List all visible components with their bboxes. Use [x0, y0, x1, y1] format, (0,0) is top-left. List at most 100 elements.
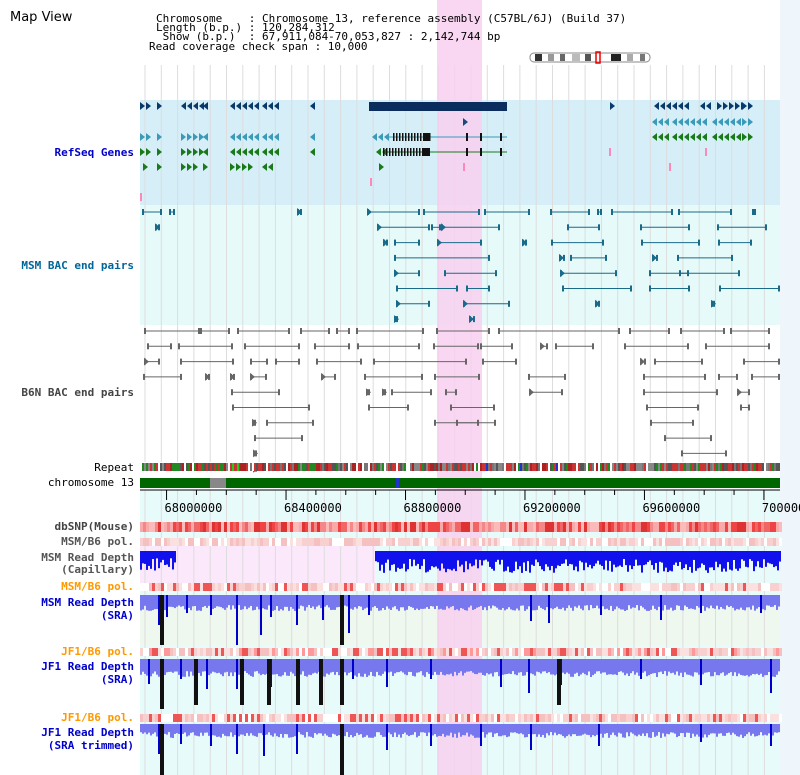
- repeat-element: [622, 463, 624, 471]
- repeat-element: [414, 463, 416, 471]
- jf1-sra-bar: [736, 659, 738, 677]
- jf1-sra-spike: [206, 659, 208, 689]
- msm-pol2-cell: [734, 583, 737, 591]
- capillary-depth-bar: [160, 551, 162, 563]
- dbsnp-cell: [158, 522, 161, 532]
- msm-sra-bar: [328, 595, 330, 608]
- jf1-trim-bar: [552, 724, 554, 736]
- msm-bac-track[interactable]: [142, 208, 780, 324]
- gene-arrow: [654, 102, 659, 110]
- label-jf1-depth-trimmed[interactable]: JF1 Read Depth: [41, 726, 134, 739]
- label-msm-depth-capillary-sub: (Capillary): [61, 563, 134, 576]
- jf1-trim-bar: [408, 724, 410, 737]
- jf1-pol1-cell: [500, 648, 503, 656]
- label-jf1-b6-pol-1[interactable]: JF1/B6 pol.: [61, 645, 134, 658]
- capillary-depth-bar: [611, 551, 613, 572]
- jf1-pol2-cell: [452, 714, 455, 722]
- jf1-trim-bar: [742, 724, 744, 738]
- repeat-track[interactable]: [140, 463, 780, 471]
- jf1-pol2-cell: [383, 714, 386, 722]
- capillary-depth-bar: [425, 551, 427, 573]
- msm-pol2-cell: [437, 583, 440, 591]
- msm-pol1-cell: [263, 538, 266, 546]
- label-jf1-b6-pol-2[interactable]: JF1/B6 pol.: [61, 711, 134, 724]
- capillary-depth-bar: [375, 551, 377, 562]
- dbsnp-cell: [200, 522, 203, 532]
- msm-bac-arrow: [297, 208, 302, 216]
- repeat-element: [764, 463, 766, 471]
- dbsnp-cell: [155, 522, 158, 532]
- gene-arrow: [187, 148, 192, 156]
- msm-sra-bar: [150, 595, 152, 611]
- jf1-pol2-cell: [497, 714, 500, 722]
- msm-pol2-cell: [737, 583, 740, 591]
- msm-sra-bar: [430, 595, 432, 607]
- repeat-element: [408, 463, 410, 471]
- msm-sra-bar: [246, 595, 248, 610]
- msm-pol1-cell: [563, 538, 566, 546]
- gene-arrow: [157, 148, 162, 156]
- repeat-element: [396, 463, 398, 471]
- repeat-element: [374, 463, 376, 471]
- msm-sra-bar: [502, 595, 504, 609]
- jf1-pol2-cell: [587, 714, 590, 722]
- msm-pol2-cell: [761, 583, 764, 591]
- label-msm-depth-sra[interactable]: MSM Read Depth: [41, 596, 134, 609]
- refseq-genes-track[interactable]: [140, 102, 753, 201]
- label-msm-b6-pol-1[interactable]: MSM/B6 pol.: [61, 535, 134, 548]
- capillary-depth-bar: [461, 551, 463, 565]
- jf1-trim-bar: [238, 724, 240, 737]
- capillary-depth-bar: [747, 551, 749, 568]
- exon: [383, 148, 385, 156]
- msm-sra-spike: [158, 595, 160, 625]
- msm-pol2-cell: [227, 583, 230, 591]
- jf1-sra-bar: [222, 659, 224, 677]
- label-dbsnp[interactable]: dbSNP(Mouse): [54, 520, 134, 533]
- label-msm-b6-pol-2[interactable]: MSM/B6 pol.: [61, 580, 134, 593]
- msm-sra-bar: [746, 595, 748, 608]
- b6n-bac-end: [357, 343, 359, 350]
- msm-pol1-cell: [158, 538, 161, 546]
- jf1-pol1-cell: [284, 648, 287, 656]
- gene-arrow: [660, 102, 665, 110]
- jf1-pol2-cell: [635, 714, 638, 722]
- highlight-region[interactable]: [437, 0, 482, 775]
- b6n-bac-track[interactable]: [143, 328, 780, 473]
- jf1-trim-bar: [518, 724, 520, 734]
- jf1-pol1-cell: [410, 648, 413, 656]
- label-refseq-genes[interactable]: RefSeq Genes: [54, 146, 134, 159]
- exon: [414, 133, 416, 141]
- repeat-element: [354, 463, 356, 471]
- msm-sra-bar: [384, 595, 386, 610]
- jf1-sra-bar: [256, 659, 258, 672]
- jf1-pol1-cell: [218, 648, 221, 656]
- msm-sra-bar: [744, 595, 746, 611]
- label-msm-depth-capillary[interactable]: MSM Read Depth: [41, 551, 134, 564]
- label-b6n-bac[interactable]: B6N BAC end pairs: [21, 386, 134, 399]
- capillary-depth-bar: [639, 551, 641, 566]
- repeat-element: [326, 463, 328, 471]
- msm-bac-end: [169, 209, 171, 215]
- label-jf1-depth-sra[interactable]: JF1 Read Depth: [41, 660, 134, 673]
- capillary-depth-bar: [761, 551, 763, 568]
- capillary-depth-bar: [721, 551, 723, 572]
- jf1-pol2-cell: [605, 714, 608, 722]
- dbsnp-cell: [569, 522, 572, 532]
- repeat-element: [706, 463, 708, 471]
- msm-sra-bar: [242, 595, 244, 610]
- jf1-pol2-cell: [575, 714, 578, 722]
- chromosome-bar[interactable]: [140, 478, 780, 488]
- coverage-tracks[interactable]: [140, 522, 782, 775]
- jf1-pol2-cell: [434, 714, 437, 722]
- repeat-element: [284, 463, 286, 471]
- repeat-element: [542, 463, 544, 471]
- jf1-sra-bar: [366, 659, 368, 677]
- jf1-pol2-cell: [251, 714, 254, 722]
- repeat-element: [152, 463, 154, 471]
- chromosome-ideogram[interactable]: [529, 51, 651, 64]
- label-msm-bac[interactable]: MSM BAC end pairs: [21, 259, 134, 272]
- msm-pol1-cell: [434, 538, 437, 546]
- repeat-element: [662, 463, 664, 471]
- msm-bac-end: [570, 254, 572, 261]
